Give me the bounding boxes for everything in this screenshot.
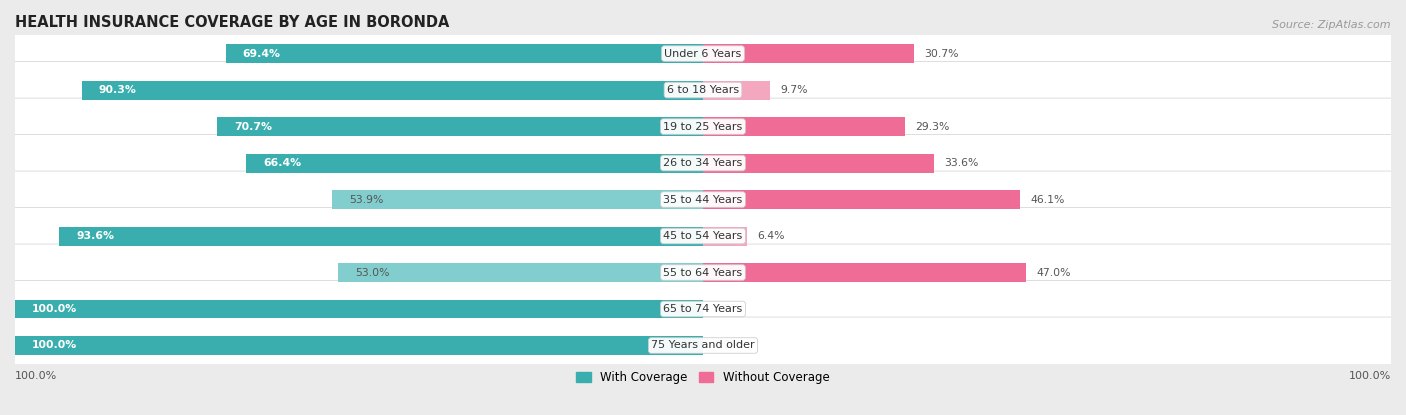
Text: 46.1%: 46.1% <box>1031 195 1064 205</box>
Bar <box>339 263 703 282</box>
Text: 45 to 54 Years: 45 to 54 Years <box>664 231 742 241</box>
Text: HEALTH INSURANCE COVERAGE BY AGE IN BORONDA: HEALTH INSURANCE COVERAGE BY AGE IN BORO… <box>15 15 450 30</box>
Text: 29.3%: 29.3% <box>915 122 949 132</box>
Bar <box>225 44 703 63</box>
Text: 47.0%: 47.0% <box>1036 268 1071 278</box>
Text: 55 to 64 Years: 55 to 64 Years <box>664 268 742 278</box>
Bar <box>703 154 934 173</box>
Bar <box>703 44 914 63</box>
Text: 93.6%: 93.6% <box>76 231 114 241</box>
FancyBboxPatch shape <box>1 171 1405 228</box>
Text: 66.4%: 66.4% <box>263 158 301 168</box>
FancyBboxPatch shape <box>1 134 1405 191</box>
Text: 26 to 34 Years: 26 to 34 Years <box>664 158 742 168</box>
Bar <box>703 117 904 136</box>
Bar <box>332 190 703 209</box>
FancyBboxPatch shape <box>1 25 1405 82</box>
Bar <box>15 300 703 318</box>
Bar <box>703 190 1021 209</box>
Text: 53.0%: 53.0% <box>356 268 389 278</box>
FancyBboxPatch shape <box>1 208 1405 264</box>
Text: 65 to 74 Years: 65 to 74 Years <box>664 304 742 314</box>
Text: 30.7%: 30.7% <box>925 49 959 59</box>
Legend: With Coverage, Without Coverage: With Coverage, Without Coverage <box>576 371 830 384</box>
FancyBboxPatch shape <box>1 98 1405 155</box>
Text: 35 to 44 Years: 35 to 44 Years <box>664 195 742 205</box>
Text: 6 to 18 Years: 6 to 18 Years <box>666 85 740 95</box>
Bar <box>82 81 703 100</box>
Text: 6.4%: 6.4% <box>758 231 785 241</box>
Text: 19 to 25 Years: 19 to 25 Years <box>664 122 742 132</box>
FancyBboxPatch shape <box>1 317 1405 374</box>
Bar <box>246 154 703 173</box>
Text: Source: ZipAtlas.com: Source: ZipAtlas.com <box>1272 20 1391 30</box>
Text: Under 6 Years: Under 6 Years <box>665 49 741 59</box>
FancyBboxPatch shape <box>1 244 1405 301</box>
Text: 75 Years and older: 75 Years and older <box>651 340 755 351</box>
Text: 33.6%: 33.6% <box>945 158 979 168</box>
Text: 90.3%: 90.3% <box>98 85 136 95</box>
Text: 100.0%: 100.0% <box>32 340 77 351</box>
Text: 53.9%: 53.9% <box>349 195 384 205</box>
Bar <box>217 117 703 136</box>
Bar <box>59 227 703 246</box>
Text: 100.0%: 100.0% <box>32 304 77 314</box>
Text: 9.7%: 9.7% <box>780 85 807 95</box>
Bar <box>703 81 769 100</box>
FancyBboxPatch shape <box>1 61 1405 119</box>
Bar <box>703 263 1026 282</box>
Text: 0.0%: 0.0% <box>713 340 741 351</box>
Bar <box>15 336 703 355</box>
Text: 0.0%: 0.0% <box>713 304 741 314</box>
Bar <box>703 227 747 246</box>
Text: 100.0%: 100.0% <box>15 371 58 381</box>
Text: 69.4%: 69.4% <box>243 49 281 59</box>
Text: 70.7%: 70.7% <box>233 122 271 132</box>
FancyBboxPatch shape <box>1 281 1405 337</box>
Text: 100.0%: 100.0% <box>1348 371 1391 381</box>
